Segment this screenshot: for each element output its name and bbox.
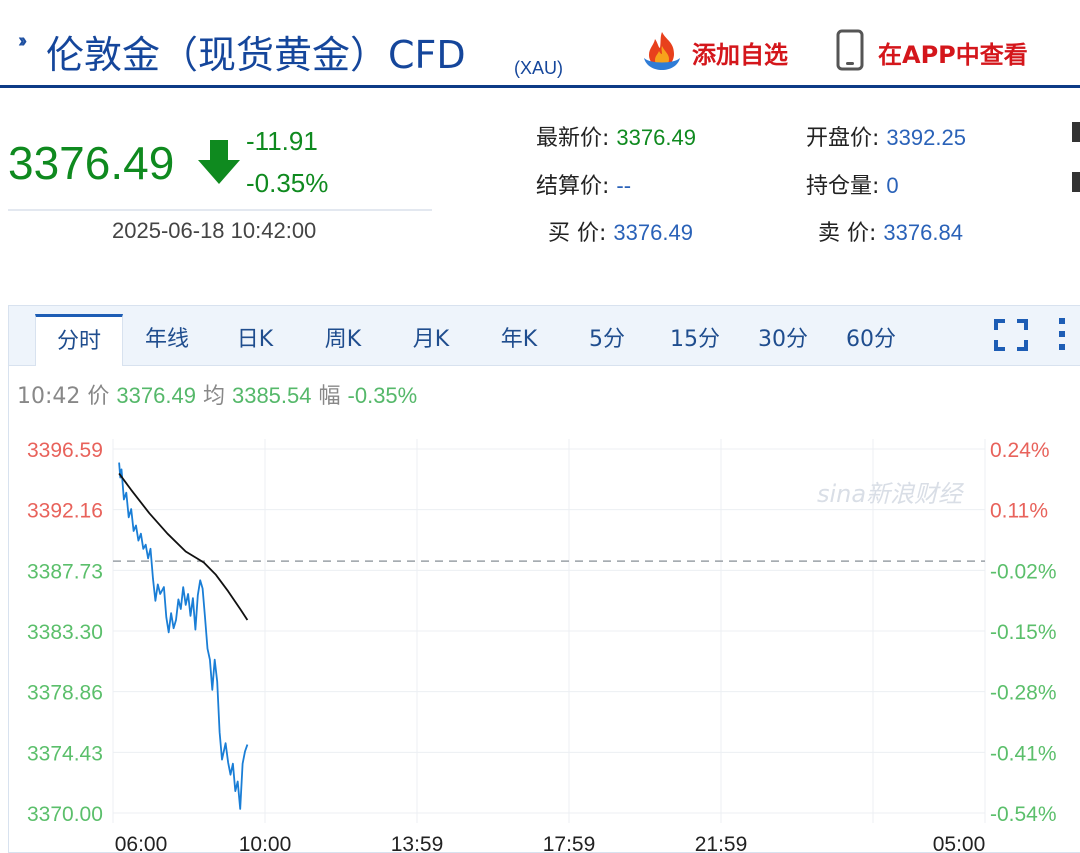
readout-avg: 3385.54 — [231, 383, 312, 408]
field-open-label: 开盘价: — [806, 126, 880, 151]
field-open-value: 3392.25 — [886, 125, 966, 150]
field-bid-label: 买 价: — [548, 221, 607, 246]
readout-price: 3376.49 — [116, 383, 196, 408]
divider — [8, 209, 432, 211]
field-ask-value: 3376.84 — [883, 220, 963, 245]
readout-range: -0.35% — [347, 383, 418, 408]
fullscreen-icon[interactable] — [993, 318, 1029, 357]
readout-price-label: 价 — [87, 384, 110, 409]
field-bid-value: 3376.49 — [613, 220, 693, 245]
page-title: 伦敦金（现货黄金）CFD — [46, 33, 466, 77]
clipped-field-edge — [1072, 122, 1080, 142]
tab-15min[interactable]: 15分 — [670, 327, 720, 352]
chart-panel: 分时 年线 日K 周K 月K 年K 5分 15分 30分 60分 — [8, 305, 1080, 853]
tab-monthly-k[interactable]: 月K — [412, 327, 450, 352]
tab-intraday[interactable]: 分时 — [35, 314, 123, 366]
tab-yearly-line[interactable]: 年线 — [144, 327, 189, 352]
field-latest: 最新价: 3376.49 — [536, 120, 696, 152]
y-tick-label: 3378.86 — [27, 682, 103, 705]
field-ask-label: 卖 价: — [818, 221, 877, 246]
price-line — [118, 462, 249, 810]
readout-avg-label: 均 — [202, 384, 225, 409]
period-tabs: 分时 年线 日K 周K 月K 年K 5分 15分 30分 60分 — [9, 306, 1080, 366]
x-tick-label: 10:00 — [239, 833, 292, 853]
x-tick-label: 13:59 — [391, 833, 444, 853]
x-tick-label: 06:00 — [115, 833, 168, 853]
crosshair-readout: 10:42 价 3376.49 均 3385.54 幅 -0.35% — [17, 378, 417, 410]
pct-tick-label: 0.11% — [990, 500, 1048, 523]
pct-tick-label: 0.24% — [990, 439, 1050, 462]
open-in-app-label: 在APP中查看 — [878, 40, 1028, 69]
watermark-logo: sina新浪财经 — [817, 480, 965, 508]
tab-60min[interactable]: 60分 — [846, 327, 896, 352]
field-ask: 卖 价: 3376.84 — [818, 215, 963, 247]
y-tick-label: 3374.43 — [27, 742, 103, 765]
pct-tick-label: -0.28% — [990, 682, 1057, 705]
arrow-down-icon — [196, 138, 242, 191]
field-open-interest-value: 0 — [886, 173, 899, 198]
field-settle: 结算价: -- — [536, 168, 631, 200]
price-change: -11.91 — [246, 126, 318, 156]
average-price-line — [118, 472, 249, 621]
field-open-interest: 持仓量: 0 — [806, 168, 899, 200]
field-open: 开盘价: 3392.25 — [806, 120, 966, 152]
current-price: 3376.49 — [8, 137, 175, 189]
field-latest-value: 3376.49 — [616, 125, 696, 150]
tab-30min[interactable]: 30分 — [758, 327, 808, 352]
field-bid: 买 价: 3376.49 — [548, 215, 693, 247]
quote-datetime: 2025-06-18 10:42:00 — [112, 218, 317, 243]
field-latest-label: 最新价: — [536, 126, 610, 151]
add-favorite-label: 添加自选 — [692, 40, 788, 69]
clipped-field-edge — [1072, 172, 1080, 192]
x-tick-label: 21:59 — [695, 833, 748, 853]
field-open-interest-label: 持仓量: — [806, 174, 880, 199]
tab-daily-k[interactable]: 日K — [236, 327, 274, 352]
tab-weekly-k[interactable]: 周K — [324, 327, 362, 352]
readout-range-label: 幅 — [318, 384, 341, 409]
field-settle-label: 结算价: — [536, 174, 610, 199]
open-in-app-button[interactable]: 在APP中查看 — [836, 29, 1028, 76]
readout-time: 10:42 — [17, 384, 81, 409]
pct-tick-label: -0.02% — [990, 560, 1057, 583]
x-tick-label: 05:00 — [933, 833, 986, 853]
tab-yearly-k[interactable]: 年K — [500, 327, 538, 352]
y-tick-label: 3370.00 — [27, 803, 103, 826]
pct-tick-label: -0.54% — [990, 803, 1057, 826]
y-tick-label: 3387.73 — [27, 560, 103, 583]
y-tick-label: 3392.16 — [27, 500, 103, 523]
pct-tick-label: -0.41% — [990, 742, 1057, 765]
price-change-percent: -0.35% — [246, 168, 329, 198]
double-chevron-icon: ›› — [18, 30, 28, 52]
field-settle-value: -- — [616, 173, 632, 198]
fire-icon — [640, 28, 684, 77]
y-tick-label: 3396.59 — [27, 439, 103, 462]
more-options-icon[interactable] — [1055, 316, 1069, 357]
x-tick-label: 17:59 — [543, 833, 596, 853]
tab-5min[interactable]: 5分 — [589, 327, 625, 352]
symbol-code: (XAU) — [514, 58, 563, 78]
pct-tick-label: -0.15% — [990, 621, 1057, 644]
page-header: ›› 伦敦金（现货黄金）CFD (XAU) 添加自选 在APP中查看 — [0, 0, 1080, 88]
intraday-chart[interactable]: sina新浪财经 3396.59 3392.16 3387.73 3383.30 3378… — [9, 306, 1080, 853]
y-tick-label: 3383.30 — [27, 621, 103, 644]
phone-icon — [836, 29, 864, 76]
add-favorite-button[interactable]: 添加自选 — [640, 30, 788, 74]
